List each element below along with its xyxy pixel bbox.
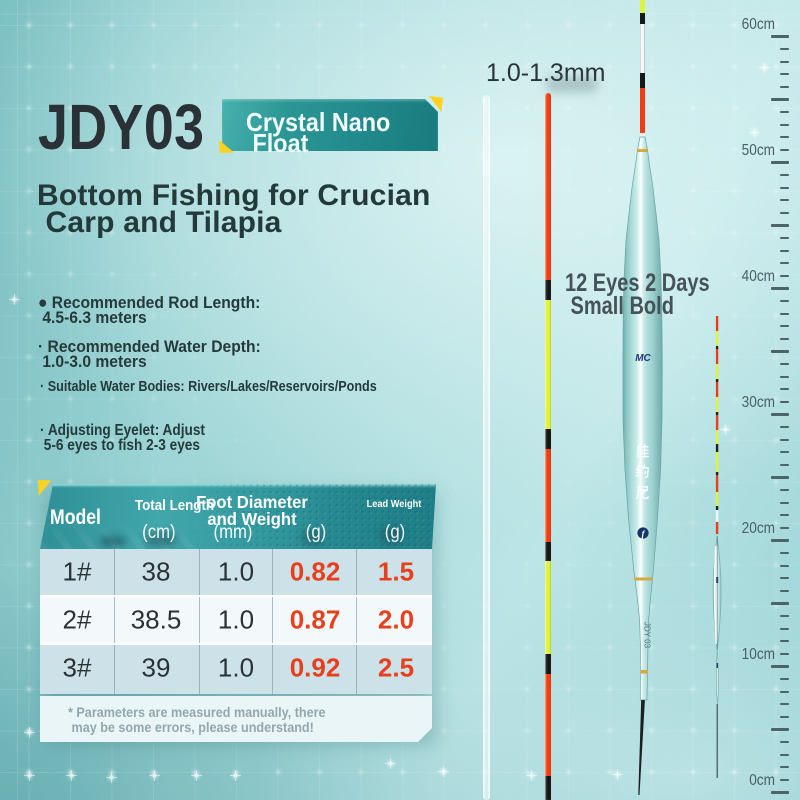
svg-text:f: f: [642, 529, 646, 539]
svg-text:JDY 03: JDY 03: [643, 622, 652, 649]
svg-text:MC: MC: [635, 353, 651, 364]
